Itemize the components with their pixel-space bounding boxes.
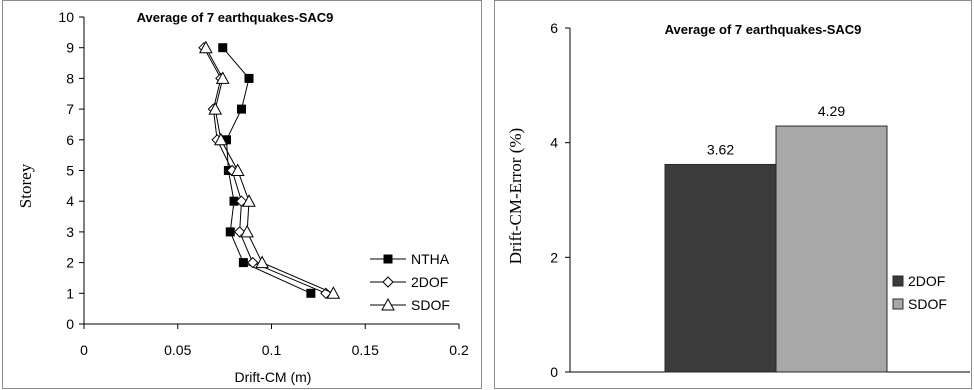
series-sdof-point [242,194,256,207]
y-tick-label: 3 [66,224,74,240]
series-sdof-point [240,224,254,238]
series-ntha-point [222,135,231,145]
legend-2dof-marker [382,276,394,288]
y-tick-label: 4 [66,193,74,209]
legend-sdof-label: SDOF [411,297,450,313]
line-chart-y-label: Storey [16,163,35,208]
y-tick-label: 1 [66,285,74,301]
legend-sdof-label: SDOF [908,296,947,312]
legend-2dof-label: 2DOF [411,274,448,290]
y-tick-label: 2 [550,249,558,265]
y-tick-label: 7 [66,101,74,117]
bar-2dof-value-label: 3.62 [707,141,734,157]
series-ntha-point [244,73,254,83]
x-tick-label: 0.1 [262,342,282,358]
series-ntha-point [237,104,246,114]
y-tick-label: 6 [550,20,558,36]
line-chart: Average of 7 earthquakes-SAC9 Storey Dri… [16,9,469,385]
legend-ntha-label: NTHA [411,251,450,267]
y-tick-label: 2 [66,255,74,271]
bar-2dof [664,163,777,373]
series-ntha-point [238,258,248,268]
bar-chart-y-label: Drift-CM-Error (%) [506,128,525,264]
y-tick-label: 8 [66,70,74,86]
bar-chart-title: Average of 7 earthquakes-SAC9 [665,22,862,37]
series-sdof-point [230,163,245,176]
y-tick-label: 10 [58,9,74,25]
x-tick-label: 0.2 [449,342,469,358]
series-sdof-point [326,286,341,299]
series-sdof-point [199,40,213,54]
y-tick-label: 9 [66,40,74,56]
series-sdof-point [255,255,269,269]
series-ntha-point [218,43,228,53]
legend-sdof-marker [381,297,395,311]
series-2dof-line [203,47,327,294]
series-sdof-point [208,102,223,115]
bar-sdof [775,125,888,373]
y-tick-label: 0 [550,364,558,380]
series-sdof-point [215,71,230,84]
series-ntha-point [225,227,235,237]
legend-2dof-swatch [892,275,904,287]
legend-sdof-swatch [892,298,904,310]
y-tick-label: 6 [66,132,74,148]
y-tick-label: 5 [66,163,74,179]
y-tick-label: 4 [550,135,558,151]
x-tick-label: 0.15 [352,342,379,358]
legend-ntha-marker [383,254,393,264]
legend-2dof-label: 2DOF [908,273,945,289]
series-sdof-point [214,132,228,146]
series-ntha-point [306,288,316,298]
line-chart-x-label: Drift-CM (m) [235,369,312,385]
series-2dof-point [247,256,259,269]
x-tick-label: 0 [80,342,88,358]
x-tick-label: 0.05 [164,342,191,358]
series-ntha-point [229,196,239,206]
bar-chart-panel: Average of 7 earthquakes-SAC9 Drift-CM-E… [494,0,972,389]
line-chart-title: Average of 7 earthquakes-SAC9 [137,10,334,25]
bar-chart: Average of 7 earthquakes-SAC9 Drift-CM-E… [506,20,970,380]
bar-sdof-value-label: 4.29 [818,103,845,119]
line-chart-panel: Average of 7 earthquakes-SAC9 Storey Dri… [2,0,482,389]
y-tick-label: 0 [66,316,74,332]
